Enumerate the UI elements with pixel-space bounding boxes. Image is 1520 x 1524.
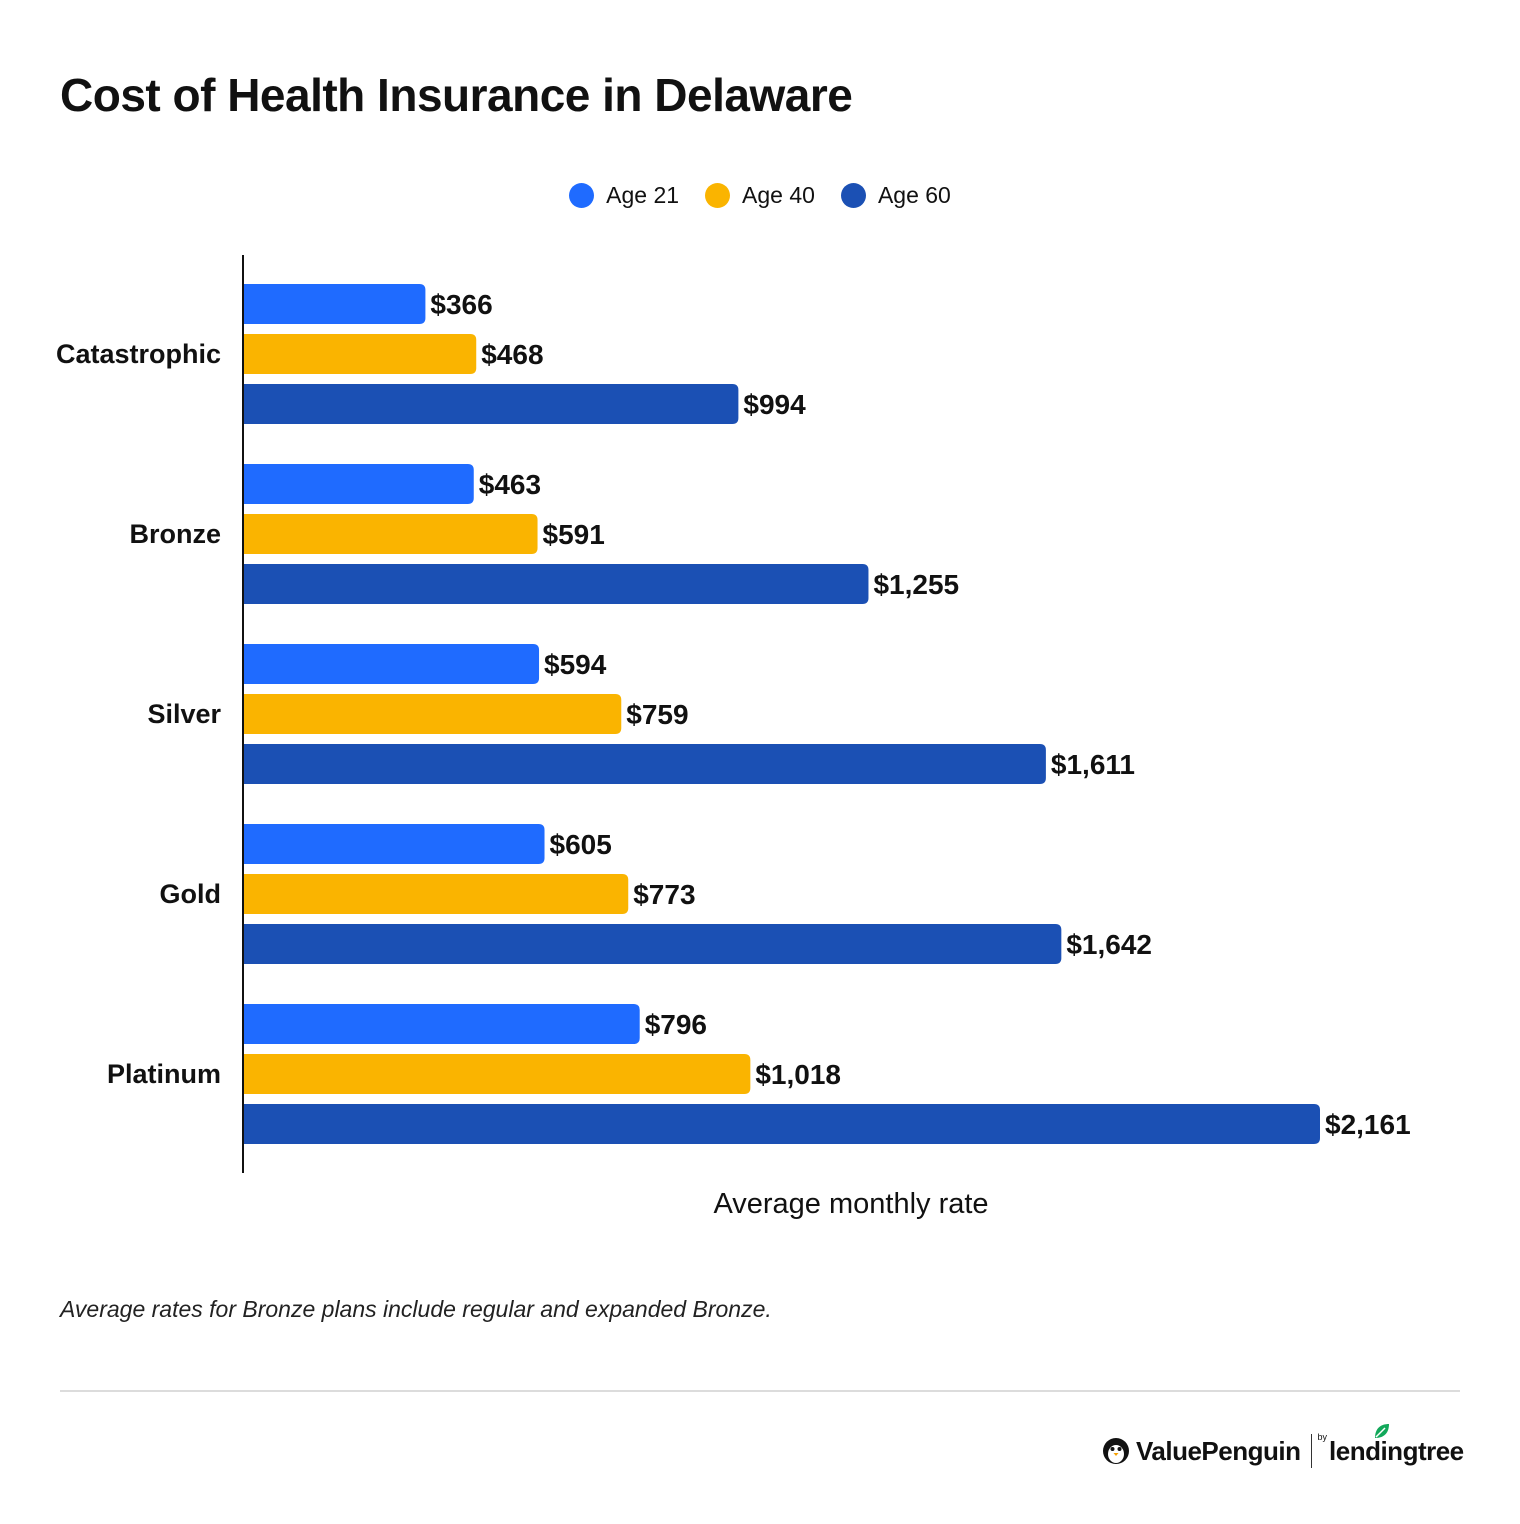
legend-marker-age-21 <box>569 183 595 208</box>
bar-gold-age-21 <box>243 824 545 864</box>
brand-separator <box>1310 1434 1312 1468</box>
x-axis-label: Average monthly rate <box>713 1188 988 1220</box>
data-label-platinum-age-60: $2,161 <box>1325 1109 1411 1140</box>
bar-silver-age-21 <box>243 644 540 684</box>
bar-catastrophic-age-21 <box>243 284 426 324</box>
data-label-platinum-age-40: $1,018 <box>755 1059 841 1090</box>
leaf-icon <box>1375 1423 1390 1438</box>
data-label-platinum-age-21: $796 <box>645 1009 707 1040</box>
legend-label-age-40: Age 40 <box>742 182 815 208</box>
category-label-catastrophic: Catastrophic <box>56 339 221 369</box>
bar-silver-age-40 <box>243 694 622 734</box>
bar-catastrophic-age-60 <box>243 384 739 424</box>
bar-gold-age-60 <box>243 924 1062 964</box>
bar-bronze-age-60 <box>243 564 869 604</box>
chart-legend: Age 21 Age 40 Age 60 <box>0 182 1520 209</box>
chart-title: Cost of Health Insurance in Delaware <box>60 69 853 121</box>
legend-item-age-40: Age 40 <box>705 182 815 209</box>
bar-platinum-age-60 <box>243 1104 1320 1144</box>
legend-item-age-60: Age 60 <box>840 182 951 209</box>
brand-partner: lendingtree <box>1329 1435 1464 1466</box>
legend-marker-age-60 <box>840 183 866 208</box>
footer-divider <box>60 1390 1460 1392</box>
data-label-gold-age-21: $605 <box>550 829 612 860</box>
brand-logo: ValuePenguin by lendingtree <box>1102 1423 1464 1468</box>
legend-marker-age-40 <box>705 183 731 208</box>
data-label-gold-age-60: $1,642 <box>1066 929 1152 960</box>
bar-chart: Catastrophic $366 $468 $994 Bronze $463$591 $1… <box>56 255 1411 1220</box>
category-label-platinum: Platinum <box>107 1059 221 1089</box>
data-label-silver-age-60: $1,611 <box>1051 749 1135 780</box>
bar-platinum-age-40 <box>243 1054 751 1094</box>
legend-label-age-60: Age 60 <box>877 182 951 208</box>
brand-name: ValuePenguin <box>1136 1435 1301 1466</box>
bar-gold-age-40 <box>243 874 629 914</box>
data-label-bronze-age-21: $463 <box>479 469 541 500</box>
data-label-silver-age-40: $759 <box>626 699 688 730</box>
category-label-bronze: Bronze <box>129 519 221 549</box>
category-label-silver: Silver <box>147 699 221 729</box>
data-label-catastrophic-age-40: $468 <box>481 339 543 370</box>
bar-platinum-age-21 <box>243 1004 640 1044</box>
data-label-catastrophic-age-21: $366 <box>430 289 492 320</box>
data-label-bronze-age-60: $1,255 <box>873 569 959 600</box>
legend-item-age-21: Age 21 <box>569 182 679 209</box>
bar-bronze-age-21 <box>243 464 474 504</box>
data-label-silver-age-21: $594 <box>544 649 607 680</box>
data-label-gold-age-40: $773 <box>633 879 695 910</box>
legend-label-age-21: Age 21 <box>606 182 680 208</box>
penguin-icon <box>1103 1438 1129 1464</box>
bar-bronze-age-40 <box>243 514 538 554</box>
footnote: Average rates for Bronze plans include r… <box>60 1296 772 1322</box>
data-label-catastrophic-age-60: $994 <box>743 389 806 420</box>
data-label-bronze-age-40: $591 <box>543 519 605 550</box>
brand-by: by <box>1317 1432 1328 1442</box>
bar-catastrophic-age-40 <box>243 334 477 374</box>
category-label-gold: Gold <box>160 879 222 909</box>
bar-silver-age-60 <box>243 744 1046 784</box>
